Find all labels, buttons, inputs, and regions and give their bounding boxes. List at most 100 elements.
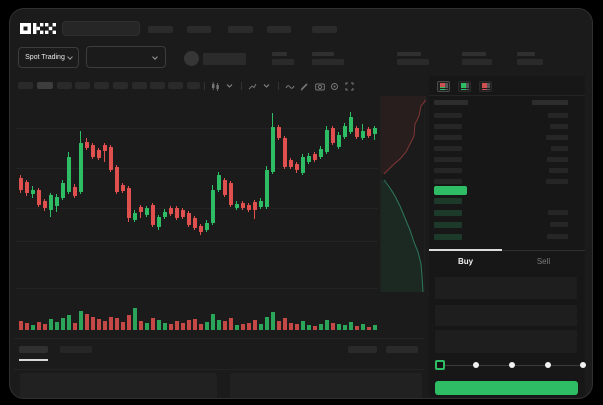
chart-bottom-control-2[interactable]	[386, 346, 418, 353]
candle-wick	[194, 216, 195, 230]
timeframe-button-5[interactable]	[94, 82, 109, 89]
volume-bar	[295, 324, 299, 330]
ask-price-placeholder	[434, 168, 462, 173]
slider-stop-dot[interactable]	[473, 362, 479, 368]
candle-wick	[128, 186, 129, 222]
candle-body	[349, 117, 353, 132]
order-amount-field[interactable]	[435, 305, 577, 326]
chart-gridline	[16, 288, 378, 289]
timeframe-button-10[interactable]	[187, 82, 200, 89]
candle-body	[151, 205, 155, 225]
book-asks-icon[interactable]	[479, 81, 492, 92]
candle-body	[175, 208, 179, 218]
slider-stop-dot[interactable]	[580, 362, 586, 368]
bid-row[interactable]	[429, 208, 585, 218]
chevron-down-icon[interactable]	[263, 82, 273, 91]
candle-wick	[62, 180, 63, 200]
book-bids-icon[interactable]	[458, 81, 471, 92]
depth-bids-line	[383, 179, 424, 292]
candle-wick	[296, 162, 297, 173]
ask-row[interactable]	[429, 177, 585, 187]
ask-row[interactable]	[429, 144, 585, 154]
chart-bottom-control-1[interactable]	[348, 346, 377, 353]
draw-icon[interactable]	[300, 82, 310, 91]
slider-stop-dot[interactable]	[545, 362, 551, 368]
nav-item-4[interactable]	[267, 26, 291, 33]
bid-row[interactable]	[429, 232, 585, 242]
book-icon-stripe	[460, 88, 469, 91]
ask-amount-placeholder	[546, 179, 568, 184]
candle-body	[259, 201, 263, 207]
book-icon-stripe	[481, 83, 490, 85]
line-type-icon[interactable]	[248, 82, 258, 91]
bid-row[interactable]	[429, 196, 585, 206]
slider-handle[interactable]	[435, 360, 445, 370]
candle-body	[157, 217, 161, 227]
slider-stop-dot[interactable]	[509, 362, 515, 368]
order-price-field[interactable]	[435, 277, 577, 299]
candle-body	[163, 212, 167, 217]
ask-row[interactable]	[429, 133, 585, 143]
search-input[interactable]	[62, 21, 140, 36]
candle-body	[199, 226, 203, 232]
order-total-field[interactable]	[435, 330, 577, 353]
buy-submit-button[interactable]	[435, 381, 578, 395]
candle-wick	[146, 206, 147, 217]
candle-body	[241, 203, 245, 208]
candle-wick	[38, 188, 39, 207]
market-type-selector[interactable]: Spot Trading	[18, 47, 79, 68]
volume-bar	[361, 324, 365, 330]
ask-row[interactable]	[429, 122, 585, 132]
candle-body	[337, 135, 341, 147]
bottom-tab-1[interactable]	[19, 346, 48, 353]
volume-bar	[61, 318, 65, 330]
candle-body	[43, 201, 47, 208]
ask-row[interactable]	[429, 166, 585, 176]
candle-body	[49, 195, 53, 210]
stat-label-1	[272, 52, 287, 56]
candle-wick	[86, 138, 87, 150]
nav-item-1[interactable]	[148, 26, 173, 33]
candle-body	[25, 182, 29, 193]
timeframe-button-4[interactable]	[75, 82, 90, 89]
stat-value-4	[462, 59, 492, 65]
tab-sell[interactable]: Sell	[536, 257, 551, 266]
ask-amount-placeholder	[547, 157, 568, 162]
bottom-tab-2[interactable]	[60, 346, 92, 353]
chevron-down-icon[interactable]	[226, 82, 236, 91]
candle-wick	[260, 198, 261, 209]
volume-bar	[43, 324, 47, 330]
timeframe-button-2[interactable]	[37, 82, 53, 89]
nav-item-3[interactable]	[228, 26, 253, 33]
candle-wick	[152, 203, 153, 227]
book-combined-icon[interactable]	[437, 81, 450, 92]
fullscreen-icon[interactable]	[345, 82, 355, 91]
tab-buy[interactable]: Buy	[457, 257, 474, 266]
ask-row[interactable]	[429, 155, 585, 165]
candle-wick	[68, 152, 69, 194]
candles-icon[interactable]	[211, 82, 221, 91]
timeframe-button-7[interactable]	[132, 82, 147, 89]
volume-bar	[337, 324, 341, 330]
candle-wick	[212, 185, 213, 225]
nav-item-5[interactable]	[312, 26, 337, 33]
nav-item-2[interactable]	[187, 26, 211, 33]
timeframe-button-9[interactable]	[168, 82, 183, 89]
candle-wick	[92, 143, 93, 159]
volume-bar	[109, 317, 113, 330]
settings-icon[interactable]	[330, 82, 340, 91]
timeframe-button-1[interactable]	[18, 82, 33, 89]
timeframe-button-6[interactable]	[113, 82, 128, 89]
camera-icon[interactable]	[315, 82, 325, 91]
candle-body	[361, 131, 365, 138]
book-icon-stripe	[460, 85, 469, 87]
ask-row[interactable]	[429, 111, 585, 121]
pair-selector-dropdown[interactable]	[86, 46, 166, 68]
timeframe-button-3[interactable]	[57, 82, 72, 89]
indicator-icon[interactable]	[285, 82, 295, 91]
bid-row[interactable]	[429, 220, 585, 230]
divider	[429, 95, 585, 96]
volume-bar	[37, 322, 41, 330]
volume-bar	[211, 314, 215, 330]
timeframe-button-8[interactable]	[150, 82, 165, 89]
